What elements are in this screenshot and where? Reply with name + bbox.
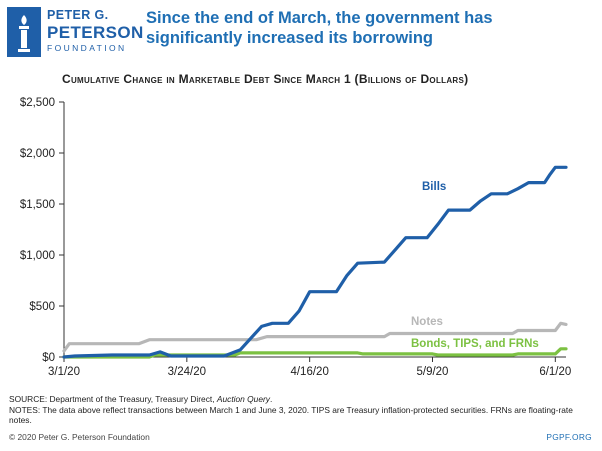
copyright: © 2020 Peter G. Peterson Foundation [9,432,150,442]
y-tick-label: $500 [29,301,55,313]
x-tick-label: 3/24/20 [168,366,206,378]
x-tick-label: 6/1/20 [539,366,571,378]
torch-icon [7,7,41,57]
source-text: SOURCE: Department of the Treasury, Trea… [9,394,217,404]
site-link[interactable]: PGPF.ORG [546,432,592,442]
series-label: Notes [411,316,443,328]
logo-line-2: PETERSON [47,22,144,42]
y-tick-label: $1,000 [20,250,55,262]
source-notes: SOURCE: Department of the Treasury, Trea… [9,394,591,426]
notes-line: NOTES: The data above reflect transactio… [9,404,573,426]
logo-line-3: FOUNDATION [47,42,127,53]
headline: Since the end of March, the government h… [146,9,493,47]
y-tick-label: $2,000 [20,148,55,160]
y-tick-label: $2,500 [20,97,55,109]
chart-title: Cumulative Change in Marketable Debt Sin… [62,72,469,86]
x-tick-label: 3/1/20 [48,366,80,378]
logo-line-1: PETER G. [47,8,109,22]
series-label: Bills [422,181,446,193]
series-line-bills [62,165,568,359]
pgpf-logo: PETER G. PETERSON FOUNDATION [7,7,143,57]
y-tick-label: $0 [42,352,55,364]
series-label: Bonds, TIPS, and FRNs [411,338,539,350]
y-tick-label: $1,500 [20,199,55,211]
series-line-notes [62,321,568,353]
source-italic: Auction Query [216,394,270,404]
logo-wordmark: PETER G. PETERSON FOUNDATION [47,9,144,52]
x-tick-label: 5/9/20 [416,366,448,378]
x-tick-label: 4/16/20 [290,366,328,378]
source-line: SOURCE: Department of the Treasury, Trea… [9,394,591,405]
source-end: . [269,394,273,404]
